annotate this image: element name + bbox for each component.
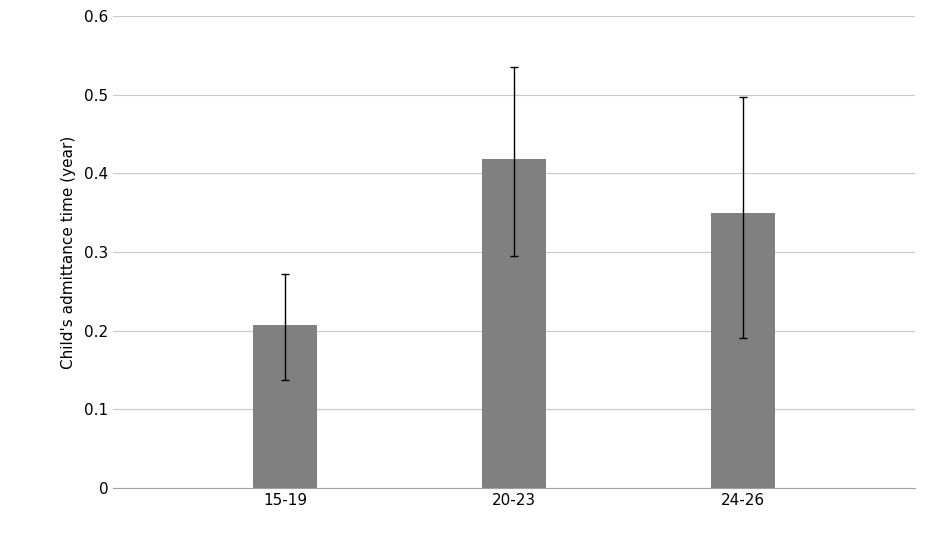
Bar (482, 159, 546, 488)
Bar (253, 325, 317, 488)
Bar (711, 213, 775, 488)
Y-axis label: Child's admittance time (year): Child's admittance time (year) (60, 136, 75, 369)
